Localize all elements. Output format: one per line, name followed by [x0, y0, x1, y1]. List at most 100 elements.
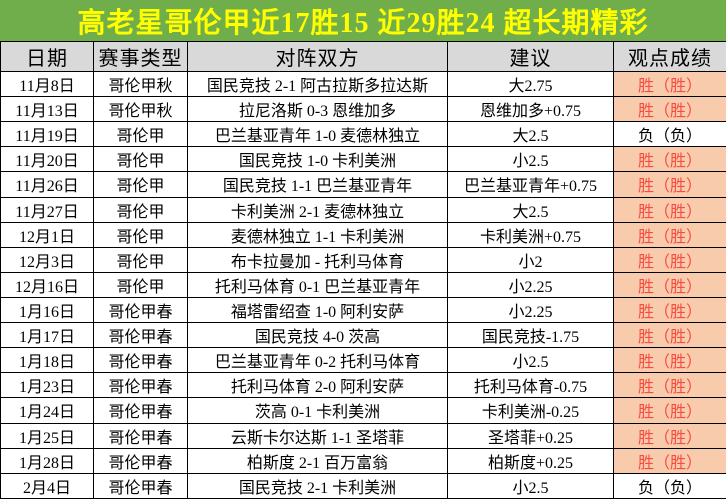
cell-match: 拉尼洛斯 0-3 恩维加多: [187, 96, 448, 123]
cell-result: 胜（胜）: [613, 196, 726, 223]
cell-result: 胜（胜）: [613, 96, 726, 123]
table-row: 1月17日 哥伦甲春 国民竞技 4-0 茨高 国民竞技-1.75 胜（胜）: [0, 322, 726, 349]
cell-date: 1月25日: [0, 422, 94, 449]
cell-result: 胜（胜）: [613, 296, 726, 324]
cell-league: 哥伦甲: [93, 196, 188, 223]
page-title: 高老星哥伦甲近17胜15 近29胜24 超长期精彩: [77, 7, 649, 39]
table-row: 1月23日 哥伦甲春 托利马体育 2-0 阿利安萨 托利马体育-0.75 胜（胜）: [0, 372, 726, 399]
table-row: 11月20日 哥伦甲 国民竞技 1-0 卡利美洲 小2.5 胜（胜）: [0, 146, 726, 173]
cell-league: 哥伦甲: [93, 246, 188, 273]
cell-league: 哥伦甲春: [93, 397, 188, 424]
cell-result: 胜（胜）: [613, 422, 726, 449]
table-row: 1月25日 哥伦甲春 云斯卡尔达斯 1-1 圣塔菲 圣塔菲+0.25 胜（胜）: [0, 422, 726, 449]
cell-date: 11月13日: [0, 96, 94, 123]
table-row: 1月24日 哥伦甲春 茨高 0-1 卡利美洲 卡利美洲-0.25 胜（胜）: [0, 397, 726, 424]
cell-league: 哥伦甲: [93, 271, 188, 298]
cell-match: 柏斯度 2-1 百万富翁: [187, 447, 448, 474]
cell-match: 布卡拉曼加 - 托利马体育: [187, 246, 448, 273]
cell-league: 哥伦甲春: [93, 372, 188, 399]
cell-date: 11月26日: [0, 171, 94, 198]
cell-date: 1月23日: [0, 372, 94, 399]
cell-tip: 小2.25: [447, 271, 614, 298]
cell-result: 胜（胜）: [613, 322, 726, 349]
cell-league: 哥伦甲: [93, 171, 188, 198]
cell-league: 哥伦甲秋: [93, 96, 188, 123]
cell-result: 胜（胜）: [613, 372, 726, 399]
cell-match: 国民竞技 2-1 阿古拉斯多拉达斯: [187, 70, 448, 98]
column-header-league: 赛事类型: [93, 41, 188, 72]
cell-result: 负（负）: [613, 121, 726, 148]
cell-match: 国民竞技 1-1 巴兰基亚青年: [187, 171, 448, 198]
cell-result: 胜（胜）: [613, 221, 726, 248]
header-row: 日期 赛事类型 对阵双方 建议 观点成绩: [0, 41, 726, 72]
cell-tip: 卡利美洲-0.25: [447, 397, 614, 424]
cell-result: 胜（胜）: [613, 146, 726, 173]
cell-result: 胜（胜）: [613, 271, 726, 298]
cell-tip: 小2.5: [447, 347, 614, 374]
cell-date: 1月16日: [0, 296, 94, 324]
cell-league: 哥伦甲春: [93, 422, 188, 449]
cell-match: 云斯卡尔达斯 1-1 圣塔菲: [187, 422, 448, 449]
cell-tip: 圣塔菲+0.25: [447, 422, 614, 449]
cell-date: 12月3日: [0, 246, 94, 273]
table-row: 12月16日 哥伦甲 托利马体育 0-1 巴兰基亚青年 小2.25 胜（胜）: [0, 271, 726, 298]
cell-result: 胜（胜）: [613, 246, 726, 273]
column-header-date: 日期: [0, 41, 94, 72]
table-row: 11月27日 哥伦甲 卡利美洲 2-1 麦德林独立 大2.5 胜（胜）: [0, 196, 726, 223]
cell-date: 11月19日: [0, 121, 94, 148]
cell-league: 哥伦甲春: [93, 472, 188, 499]
table-row: 1月16日 哥伦甲春 福塔雷绍查 1-0 阿利安萨 小2.25 胜（胜）: [0, 296, 726, 324]
cell-match: 巴兰基亚青年 0-2 托利马体育: [187, 347, 448, 374]
cell-tip: 恩维加多+0.75: [447, 96, 614, 123]
record-table: 日期 赛事类型 对阵双方 建议 观点成绩 11月8日 哥伦甲秋 国民竞技 2-1 阿…: [0, 41, 726, 499]
cell-date: 1月24日: [0, 397, 94, 424]
cell-match: 托利马体育 0-1 巴兰基亚青年: [187, 271, 448, 298]
cell-league: 哥伦甲: [93, 146, 188, 173]
cell-tip: 小2: [447, 246, 614, 273]
table-row: 1月28日 哥伦甲春 柏斯度 2-1 百万富翁 柏斯度+0.25 胜（胜）: [0, 447, 726, 474]
cell-match: 卡利美洲 2-1 麦德林独立: [187, 196, 448, 223]
cell-match: 福塔雷绍查 1-0 阿利安萨: [187, 296, 448, 324]
cell-tip: 柏斯度+0.25: [447, 447, 614, 474]
cell-date: 1月28日: [0, 447, 94, 474]
cell-tip: 小2.5: [447, 146, 614, 173]
cell-tip: 小2.5: [447, 472, 614, 499]
title-bar: 高老星哥伦甲近17胜15 近29胜24 超长期精彩: [0, 0, 726, 41]
cell-date: 12月1日: [0, 221, 94, 248]
cell-date: 11月27日: [0, 196, 94, 223]
cell-match: 国民竞技 2-1 卡利美洲: [187, 472, 448, 499]
table-row: 11月8日 哥伦甲秋 国民竞技 2-1 阿古拉斯多拉达斯 大2.75 胜（胜）: [0, 70, 726, 98]
table-row: 12月3日 哥伦甲 布卡拉曼加 - 托利马体育 小2 胜（胜）: [0, 246, 726, 273]
cell-date: 2月4日: [0, 472, 94, 499]
cell-match: 麦德林独立 1-1 卡利美洲: [187, 221, 448, 248]
table-body: 11月8日 哥伦甲秋 国民竞技 2-1 阿古拉斯多拉达斯 大2.75 胜（胜） 11月13…: [0, 70, 726, 499]
cell-league: 哥伦甲: [93, 221, 188, 248]
cell-league: 哥伦甲春: [93, 447, 188, 474]
cell-match: 托利马体育 2-0 阿利安萨: [187, 372, 448, 399]
cell-match: 国民竞技 1-0 卡利美洲: [187, 146, 448, 173]
cell-date: 1月17日: [0, 322, 94, 349]
cell-league: 哥伦甲春: [93, 322, 188, 349]
cell-match: 茨高 0-1 卡利美洲: [187, 397, 448, 424]
cell-league: 哥伦甲秋: [93, 70, 188, 98]
table-row: 2月4日 哥伦甲春 国民竞技 2-1 卡利美洲 小2.5 负（负）: [0, 472, 726, 499]
cell-match: 巴兰基亚青年 1-0 麦德林独立: [187, 121, 448, 148]
cell-date: 12月16日: [0, 271, 94, 298]
cell-tip: 大2.5: [447, 121, 614, 148]
cell-result: 胜（胜）: [613, 347, 726, 374]
cell-league: 哥伦甲春: [93, 296, 188, 324]
cell-result: 胜（胜）: [613, 171, 726, 198]
column-header-match: 对阵双方: [187, 41, 448, 72]
cell-date: 11月20日: [0, 146, 94, 173]
column-header-tip: 建议: [447, 41, 614, 72]
table-row: 11月13日 哥伦甲秋 拉尼洛斯 0-3 恩维加多 恩维加多+0.75 胜（胜）: [0, 96, 726, 123]
cell-result: 胜（胜）: [613, 70, 726, 98]
table-row: 12月1日 哥伦甲 麦德林独立 1-1 卡利美洲 卡利美洲+0.75 胜（胜）: [0, 221, 726, 248]
cell-result: 负（负）: [613, 472, 726, 499]
cell-result: 胜（胜）: [613, 397, 726, 424]
cell-league: 哥伦甲春: [93, 347, 188, 374]
table-row: 11月26日 哥伦甲 国民竞技 1-1 巴兰基亚青年 巴兰基亚青年+0.75 胜（胜）: [0, 171, 726, 198]
table-row: 11月19日 哥伦甲 巴兰基亚青年 1-0 麦德林独立 大2.5 负（负）: [0, 121, 726, 148]
cell-tip: 国民竞技-1.75: [447, 322, 614, 349]
